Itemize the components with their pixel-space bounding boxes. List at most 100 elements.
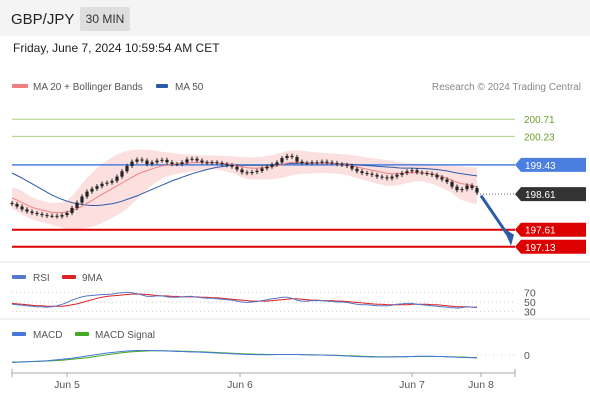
candle-body (40, 214, 44, 216)
candle-body (180, 162, 184, 165)
candle-body (405, 171, 409, 174)
candle-body (435, 174, 439, 178)
candle-body (240, 169, 244, 173)
candle-body (200, 160, 204, 163)
candle-body (455, 186, 459, 191)
candle-body (460, 189, 464, 191)
candle-body (130, 161, 134, 166)
candle-body (395, 174, 399, 177)
candle-body (415, 170, 419, 173)
rsi-level-label: 50 (524, 297, 536, 309)
candle-body (250, 171, 254, 174)
candle-body (30, 211, 34, 213)
candle-body (475, 188, 479, 193)
candle-body (175, 164, 179, 166)
candle-body (280, 158, 284, 163)
candle-body (265, 166, 269, 169)
resistance-label: 200.23 (524, 132, 555, 143)
candle-body (465, 185, 469, 190)
candle-body (375, 174, 379, 177)
x-axis: Jun 5 Jun 6 Jun 7 Jun 8 (11, 369, 516, 391)
candle-body (470, 185, 474, 189)
candle-body (135, 159, 139, 162)
support-label: 197.61 (525, 226, 556, 237)
candle-body (105, 182, 109, 184)
x-tick-label: Jun 6 (227, 379, 253, 391)
candle-body (10, 202, 14, 205)
rsi-level-label: 30 (524, 306, 536, 318)
ma50-legend-label: MA 50 (175, 82, 204, 93)
candle-body (325, 161, 329, 163)
macd-signal-legend-label: MACD Signal (95, 330, 155, 341)
support-label: 197.13 (525, 243, 556, 254)
macd-signal-legend-swatch (75, 332, 89, 336)
forecast-arrow-shaft (479, 194, 509, 235)
currency-pair-title: GBP/JPY (11, 11, 75, 28)
candle-body (305, 163, 309, 165)
candle-body (330, 162, 334, 164)
ma20-legend-label: MA 20 + Bollinger Bands (33, 82, 143, 93)
candle-body (60, 215, 64, 217)
candle-body (355, 168, 359, 172)
candle-body (125, 165, 129, 172)
candle-body (80, 196, 84, 203)
ma50-legend-swatch (156, 84, 168, 88)
candle-body (420, 172, 424, 174)
rsi-ma-legend-swatch (62, 275, 76, 279)
candle-body (255, 170, 259, 172)
candle-body (270, 164, 274, 167)
candle-body (25, 209, 29, 212)
rsi-line (11, 291, 478, 309)
candle-body (335, 163, 339, 165)
x-tick-label: Jun 5 (54, 379, 80, 391)
chart-header: GBP/JPY 30 MIN (0, 0, 590, 36)
candle-body (345, 164, 349, 166)
candle-body (155, 160, 159, 163)
macd-zero-label: 0 (524, 350, 530, 362)
support-tag (515, 222, 586, 237)
timeframe-badge[interactable]: 30 MIN (80, 7, 130, 31)
candle-body (410, 170, 414, 172)
ma20-line (11, 161, 478, 214)
macd-legend-label: MACD (33, 330, 62, 341)
candle-body (195, 158, 199, 161)
candle-body (320, 161, 324, 163)
candle-body (350, 165, 354, 169)
candle-body (115, 176, 119, 181)
forecast-arrow-head (503, 227, 514, 246)
candle-body (15, 204, 19, 207)
rsi-ma-legend-label: 9MA (82, 273, 103, 284)
candle-body (365, 173, 369, 175)
rsi-legend-label: RSI (33, 273, 50, 284)
candle-body (85, 191, 89, 197)
macd-plot-area: 0 (11, 350, 530, 363)
candle-body (20, 206, 24, 210)
candle-body (100, 183, 104, 187)
macd-line (11, 350, 478, 363)
candle-body (430, 173, 434, 175)
candle-body (210, 162, 214, 164)
candle-body (400, 173, 404, 175)
candle-body (425, 173, 429, 175)
macd-legend-swatch (12, 332, 26, 336)
candle-body (370, 173, 374, 175)
support-tag (515, 239, 586, 254)
candle-body (445, 179, 449, 182)
candle-body (65, 212, 69, 216)
resistance-label: 200.71 (524, 115, 555, 126)
candle-body (185, 159, 189, 163)
candle-body (150, 162, 154, 165)
candle-body (35, 212, 39, 215)
candle-body (55, 215, 59, 217)
candle-body (110, 180, 114, 183)
candle-body (95, 186, 99, 189)
candle-body (300, 161, 304, 164)
rsi-ma-line (11, 293, 477, 308)
rsi-legend-swatch (12, 275, 26, 279)
rsi-level-label: 70 (524, 288, 536, 300)
candle-body (190, 158, 194, 160)
report-datetime: Friday, June 7, 2024 10:59:54 AM CET (13, 41, 220, 55)
ma20-legend-swatch (12, 84, 28, 88)
candle-body (205, 162, 209, 164)
